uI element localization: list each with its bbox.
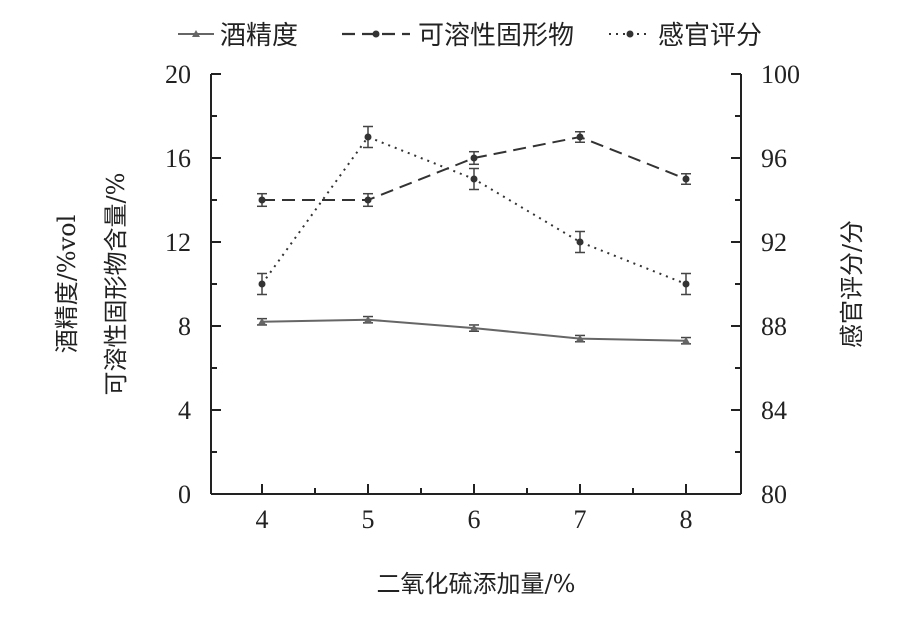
right-y-tick-label: 88 [761,312,787,341]
data-point [576,238,584,246]
data-point [364,196,372,204]
right-y-tick-label: 84 [761,396,787,425]
left-y-tick-label: 0 [178,480,191,509]
data-point [258,280,266,288]
legend-label-alcohol: 酒精度 [220,21,298,51]
tick-labels-layer: 0 4 8 12 16 20 80 84 88 92 96 100 4 5 6 7 8 [165,60,800,534]
left-y-tick-label: 8 [178,312,191,341]
legend-item-alcohol: 酒精度 [178,21,298,51]
x-tick-label: 6 [468,505,481,534]
data-point [576,334,584,342]
legend-label-soluble-solids: 可溶性固形物 [418,21,574,51]
left-y-tick-label: 12 [165,228,191,257]
left-y-axis-title-line1: 酒精度/%vol [53,215,81,354]
ticks-layer [211,73,741,495]
data-point [470,154,478,162]
left-y-tick-label: 20 [165,60,191,89]
series-soluble-solids [257,131,691,208]
right-y-tick-label: 96 [761,144,787,173]
series-alcohol [257,315,691,345]
left-y-axis-title-line2: 可溶性固形物含量/% [102,173,130,396]
left-y-tick-label: 4 [178,396,191,425]
right-y-tick-label: 100 [761,60,800,89]
right-y-tick-label: 92 [761,228,787,257]
x-tick-label: 7 [574,505,587,534]
data-point [258,317,266,325]
axes [210,74,742,495]
right-y-tick-label: 80 [761,480,787,509]
legend-item-soluble-solids: 可溶性固形物 [342,21,574,51]
x-axis-title: 二氧化硫添加量/% [377,570,576,598]
x-tick-label: 4 [256,505,269,534]
legend: 酒精度 可溶性固形物 感官评分 [178,21,762,51]
data-point [682,336,690,344]
data-point [258,196,266,204]
data-point [364,315,372,323]
series-layer [257,125,691,345]
data-point [364,133,372,141]
data-point [682,280,690,288]
x-tick-label: 8 [680,505,693,534]
right-y-axis-title: 感官评分/分 [838,220,866,348]
data-point [576,133,584,141]
left-y-tick-label: 16 [165,144,191,173]
data-point [470,175,478,183]
legend-item-sensory-score: 感官评分 [609,21,762,51]
series-sensory-score [257,125,691,296]
data-point [682,175,690,183]
x-tick-label: 5 [362,505,375,534]
legend-label-sensory-score: 感官评分 [658,21,762,51]
data-point [470,324,478,332]
